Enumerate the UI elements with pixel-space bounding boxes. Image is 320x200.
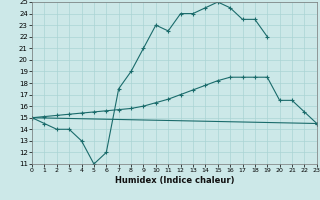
X-axis label: Humidex (Indice chaleur): Humidex (Indice chaleur) [115, 176, 234, 185]
